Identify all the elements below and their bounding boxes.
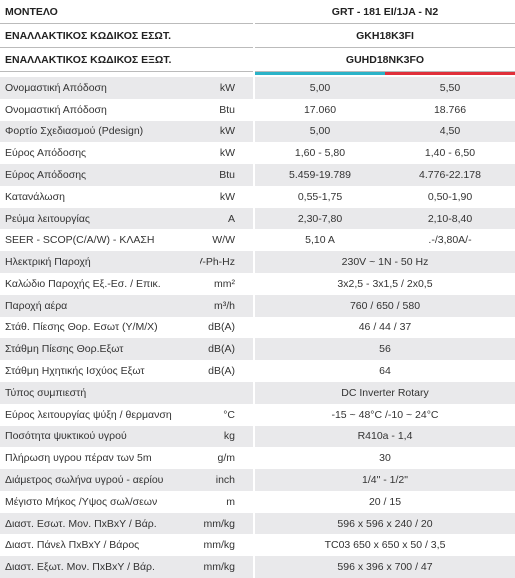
row-unit: A bbox=[200, 207, 253, 230]
row-unit: kW bbox=[200, 120, 253, 143]
row-unit bbox=[200, 381, 253, 404]
row-label: Στάθ. Πίεσης Θορ. Εσωτ (Υ/Μ/Χ) bbox=[5, 321, 158, 334]
row-value: 0,50-1,90 bbox=[427, 190, 473, 203]
row-value: 760 / 650 / 580 bbox=[255, 294, 515, 317]
row-value: 5,10 A bbox=[305, 234, 335, 247]
row-value: 0,55-1,75 bbox=[297, 190, 343, 203]
row-unit: mm/kg bbox=[203, 539, 236, 552]
row-label: Παροχή αέρα bbox=[0, 294, 200, 317]
row-value: 1/4" - 1/2" bbox=[255, 469, 515, 491]
row-value: 5,00 bbox=[255, 120, 385, 143]
row-label: Στάθμη Ηχητικής Ισχύος Εξωτ bbox=[5, 365, 145, 378]
row-value: 596 x 396 x 700 / 47 bbox=[255, 556, 515, 578]
row-value: 5.459-19.789 bbox=[255, 164, 385, 186]
row-unit: m³/h bbox=[200, 294, 253, 317]
row-value: 46 / 44 / 37 bbox=[358, 321, 412, 334]
row-label: Εύρος Απόδοσης bbox=[0, 164, 200, 186]
row-unit: mm/kg bbox=[200, 512, 253, 535]
row-label: Ονομαστική Απόδοση bbox=[0, 77, 200, 99]
row-value: 30 bbox=[379, 452, 391, 465]
row-label: Εύρος Απόδοσης bbox=[5, 147, 87, 160]
row-value: 17.060 bbox=[303, 103, 337, 116]
row-label: Φορτίο Σχεδιασμού (Pdesign) bbox=[0, 120, 200, 143]
row-label: Ηλεκτρική Παροχή bbox=[0, 251, 200, 274]
row-unit: m bbox=[226, 495, 235, 508]
row-unit: Btu bbox=[219, 103, 235, 116]
row-value: DC Inverter Rotary bbox=[255, 381, 515, 404]
indoor-accent bbox=[255, 72, 385, 75]
row-unit: kW bbox=[219, 147, 235, 160]
row-unit: dB(A) bbox=[200, 338, 253, 361]
row-label: Διαστ. Εσωτ. Μον. ΠxΒxΥ / Βάρ. bbox=[0, 512, 200, 535]
row-label: Πλήρωση υγρου πέραν των 5m bbox=[5, 452, 152, 465]
row-label: Στάθμη Πίεσης Θορ.Εξωτ bbox=[0, 338, 200, 361]
header-value: GKH18K3FI bbox=[255, 24, 515, 48]
row-value: R410a - 1,4 bbox=[255, 425, 515, 448]
row-label: Διάμετρος σωλήνα υγρού - αερίου bbox=[0, 469, 200, 491]
row-unit: mm² bbox=[214, 277, 235, 290]
row-label: Τύπος συμπιεστή bbox=[0, 381, 200, 404]
row-value: 64 bbox=[379, 365, 391, 378]
outdoor-accent bbox=[385, 72, 515, 75]
row-unit: °C bbox=[223, 408, 235, 421]
row-unit: inch bbox=[200, 469, 253, 491]
row-label: Ποσότητα ψυκτικού υγρού bbox=[0, 425, 200, 448]
row-label: Εύρος λειτουργίας ψύξη / θερμανση bbox=[5, 408, 172, 421]
row-label: Μέγιστο Μήκος /Υψος σωλ/σεων bbox=[5, 495, 158, 508]
row-value: 2,10-8,40 bbox=[385, 207, 515, 230]
header-label: ΕΝΑΛΛΑΚΤΙΚΟΣ ΚΩΔΙΚΟΣ ΕΞΩΤ. bbox=[0, 48, 253, 72]
row-unit: dB(A) bbox=[208, 365, 235, 378]
header-value: GUHD18NK3FO bbox=[255, 48, 515, 72]
row-unit: Btu bbox=[200, 164, 253, 186]
row-label: Κατανάλωση bbox=[5, 190, 65, 203]
row-value: -15 ~ 48°C /-10 ~ 24°C bbox=[331, 408, 439, 421]
row-unit: mm/kg bbox=[200, 556, 253, 578]
row-value: TC03 650 x 650 x 50 / 3,5 bbox=[324, 539, 446, 552]
row-value: 4.776-22.178 bbox=[385, 164, 515, 186]
header-label: ΕΝΑΛΛΑΚΤΙΚΟΣ ΚΩΔΙΚΟΣ ΕΣΩΤ. bbox=[0, 24, 253, 48]
row-value: 56 bbox=[255, 338, 515, 361]
row-value: 1,60 - 5,80 bbox=[294, 147, 346, 160]
row-value: 1,40 - 6,50 bbox=[424, 147, 476, 160]
row-unit: V-Ph-Hz bbox=[200, 251, 253, 274]
row-value: 4,50 bbox=[385, 120, 515, 143]
row-value: 5,50 bbox=[385, 77, 515, 99]
row-unit: kW bbox=[200, 77, 253, 99]
header-label: ΜΟΝΤΕΛΟ bbox=[0, 0, 253, 24]
row-label: Καλώδιο Παροχής Εξ.-Εσ. / Επικ. bbox=[5, 277, 161, 290]
row-unit: kW bbox=[219, 190, 235, 203]
row-label: Ρεύμα λειτουργίας bbox=[0, 207, 200, 230]
row-value: 2,30-7,80 bbox=[255, 207, 385, 230]
row-unit: dB(A) bbox=[208, 321, 235, 334]
row-value: 596 x 596 x 240 / 20 bbox=[255, 512, 515, 535]
row-value: 5,00 bbox=[255, 77, 385, 99]
row-label: Διαστ. Πάνελ ΠxΒxΥ / Βάρος bbox=[5, 539, 140, 552]
row-value: .-/3,80A/- bbox=[428, 234, 472, 247]
row-label: Διαστ. Εξωτ. Μον. ΠxΒxΥ / Βάρ. bbox=[0, 556, 200, 578]
row-label: Ονομαστική Απόδοση bbox=[5, 103, 107, 116]
row-value: 230V ~ 1N - 50 Hz bbox=[255, 251, 515, 274]
row-value: 20 / 15 bbox=[368, 495, 402, 508]
row-unit: W/W bbox=[212, 234, 235, 247]
row-unit: g/m bbox=[217, 452, 235, 465]
row-value: 3x2,5 - 3x1,5 / 2x0,5 bbox=[337, 277, 433, 290]
row-value: 18.766 bbox=[433, 103, 467, 116]
header-value: GRT - 181 EI/1JA - N2 bbox=[255, 0, 515, 24]
row-label: SEER - SCOP(C/A/W) - ΚΛΑΣΗ bbox=[5, 234, 155, 247]
row-unit: kg bbox=[200, 425, 253, 448]
